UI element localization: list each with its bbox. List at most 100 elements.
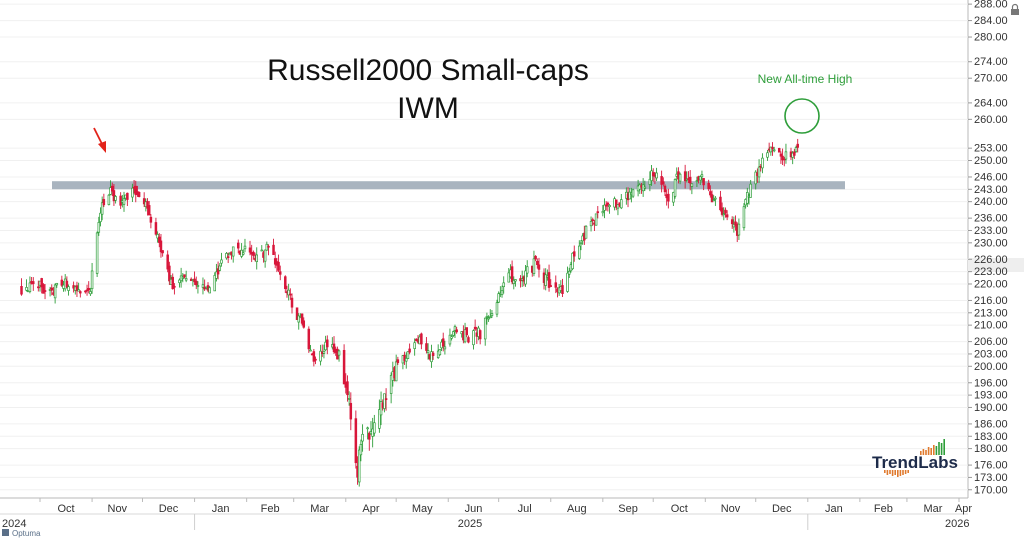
candle-body — [667, 193, 670, 202]
candle-body — [215, 271, 218, 279]
candle-body — [332, 343, 336, 353]
y-tick-label: 274.00 — [974, 56, 1008, 68]
y-tick-label: 223.00 — [974, 266, 1008, 278]
logo-bar — [889, 470, 891, 474]
candle-body — [796, 143, 799, 148]
candle-body — [746, 192, 749, 204]
candle-body — [777, 147, 781, 153]
candle-body — [478, 330, 482, 340]
logo-bar — [935, 446, 938, 455]
y-tick-label: 186.00 — [974, 418, 1008, 430]
candle-body — [413, 342, 416, 349]
x-month-label: Apr — [362, 503, 379, 515]
candle-body — [300, 313, 304, 324]
logo-bar — [943, 439, 945, 455]
candle-body — [406, 351, 410, 359]
candle-body — [730, 219, 734, 225]
candle-body — [425, 343, 428, 351]
candle-body — [90, 270, 94, 290]
x-month-label: Oct — [671, 503, 688, 515]
logo-bar — [925, 450, 927, 455]
candle-body — [272, 244, 275, 255]
candle-body — [131, 187, 134, 198]
candle-body — [354, 418, 358, 464]
annotation-circle — [784, 98, 820, 134]
candle-body — [495, 302, 499, 315]
candle-body — [430, 351, 433, 363]
x-month-label: Mar — [923, 503, 942, 515]
y-tick-label: 176.00 — [974, 460, 1008, 472]
logo-bars — [884, 439, 945, 477]
candle-body — [55, 282, 59, 286]
candle-body — [714, 197, 717, 200]
candle-body — [720, 207, 724, 215]
candle-body — [420, 333, 423, 345]
candle-body — [452, 331, 455, 336]
chart-title-line1: Russell2000 Small-caps — [267, 54, 589, 87]
candle-body — [678, 173, 682, 182]
candle-body — [255, 254, 258, 263]
logo-bar — [886, 470, 889, 475]
candle-body — [216, 268, 220, 275]
candle-body — [378, 409, 381, 429]
y-tick-label: 190.00 — [974, 402, 1008, 414]
x-month-label: Aug — [567, 503, 587, 515]
x-month-label: Jan — [825, 503, 843, 515]
candle-body — [483, 317, 487, 340]
candle-body — [159, 240, 163, 253]
candle-body — [42, 284, 45, 294]
annotation-label: New All-time High — [758, 72, 853, 86]
candle-body — [326, 339, 329, 348]
candle-body — [699, 176, 702, 181]
chart-grid — [0, 3, 968, 491]
candle-body — [485, 316, 489, 318]
candle-body — [126, 192, 129, 200]
candle-body — [463, 329, 467, 343]
candle-body — [79, 291, 82, 294]
candle-body — [672, 192, 675, 203]
y-tick-label: 220.00 — [974, 278, 1008, 290]
candle-body — [643, 186, 647, 189]
candle-body — [453, 326, 457, 331]
candle-body — [373, 422, 376, 434]
x-axis-ticks: Oct Nov Dec Jan Feb Mar Apr May Jun Jul Aug Sep Oct N… — [2, 498, 972, 530]
x-month-label: Sep — [618, 503, 638, 515]
candle-body — [702, 178, 705, 186]
candle-body — [725, 214, 729, 218]
logo-bar — [907, 470, 909, 473]
candle-body — [648, 178, 652, 185]
candle-body — [75, 285, 79, 292]
x-year-label: 2025 — [458, 518, 482, 530]
candle-body — [319, 350, 322, 362]
candle-body — [722, 213, 726, 216]
y-tick-label: 196.00 — [974, 377, 1008, 389]
candle-body — [322, 351, 326, 354]
candle-body — [604, 204, 608, 207]
candle-body — [594, 213, 598, 226]
candle-body — [781, 155, 784, 161]
candle-body — [295, 307, 299, 320]
logo-bar — [938, 442, 940, 455]
candle-body — [290, 297, 294, 308]
candle-body — [158, 236, 161, 243]
candle-body — [783, 158, 786, 161]
candle-body — [379, 401, 383, 416]
candle-body — [267, 245, 270, 248]
candle-body — [337, 350, 341, 356]
candle-body — [122, 198, 126, 205]
candle-body — [571, 252, 574, 270]
candle-body — [95, 232, 99, 274]
candle-body — [455, 329, 458, 333]
y-tick-label: 260.00 — [974, 114, 1008, 126]
candle-body — [242, 252, 245, 255]
candle-body — [472, 330, 475, 346]
candle-body — [50, 287, 54, 291]
candle-body — [707, 182, 710, 190]
candle-body — [357, 449, 361, 483]
logo-bar — [884, 470, 886, 473]
y-tick-label: 206.00 — [974, 336, 1008, 348]
candle-body — [260, 249, 264, 252]
x-month-label: Apr — [955, 503, 972, 515]
candle-body — [213, 275, 216, 292]
candle-body — [695, 180, 699, 182]
